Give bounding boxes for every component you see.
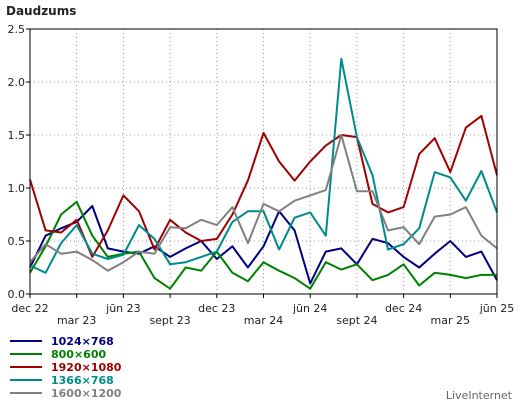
legend-label: 1600×1200 bbox=[51, 387, 122, 400]
x-tick-label: jūn 23 bbox=[105, 302, 141, 315]
x-tick-label: mar 24 bbox=[244, 314, 283, 327]
series-line bbox=[29, 114, 498, 258]
x-tick-label: dec 24 bbox=[385, 302, 422, 315]
series-line bbox=[29, 57, 498, 274]
x-tick-label: jūn 24 bbox=[292, 302, 328, 315]
y-tick-label: 2.0 bbox=[8, 76, 26, 89]
legend-label: 1024×768 bbox=[51, 335, 114, 348]
x-tick-label: mar 23 bbox=[57, 314, 96, 327]
plot-frame bbox=[29, 28, 498, 295]
x-tick-label: sept 23 bbox=[149, 314, 190, 327]
x-tick-label: dec 23 bbox=[198, 302, 235, 315]
credit-text: LiveInternet bbox=[446, 389, 513, 402]
series-lines bbox=[29, 57, 498, 290]
chart-title: Daudzums bbox=[6, 4, 76, 18]
legend: 1024×768800×6001920×10801366×7681600×120… bbox=[10, 335, 122, 400]
y-tick-label: 2.5 bbox=[8, 23, 26, 36]
grid bbox=[29, 28, 498, 295]
y-tick-label: 1.5 bbox=[8, 129, 26, 142]
y-tick-label: 0.0 bbox=[8, 288, 26, 301]
x-tick-label: mar 25 bbox=[431, 314, 470, 327]
legend-label: 1920×1080 bbox=[51, 361, 122, 374]
x-tick-label: dec 22 bbox=[11, 302, 48, 315]
y-tick-label: 0.5 bbox=[8, 235, 26, 248]
y-tick-label: 1.0 bbox=[8, 182, 26, 195]
series-line bbox=[29, 134, 498, 272]
series-line bbox=[29, 200, 497, 290]
legend-label: 1366×768 bbox=[51, 374, 114, 387]
series-line bbox=[29, 205, 498, 285]
x-tick-label: jūn 25 bbox=[479, 302, 515, 315]
y-axis-ticks: 0.0 0.5 1.0 1.5 2.0 2.5 bbox=[8, 23, 30, 301]
legend-label: 800×600 bbox=[51, 348, 106, 361]
x-axis-ticks: dec 22 mar 23 jūn 23 sept 23 dec 23 mar 24 jūn… bbox=[11, 294, 514, 327]
x-tick-label: sept 24 bbox=[336, 314, 377, 327]
